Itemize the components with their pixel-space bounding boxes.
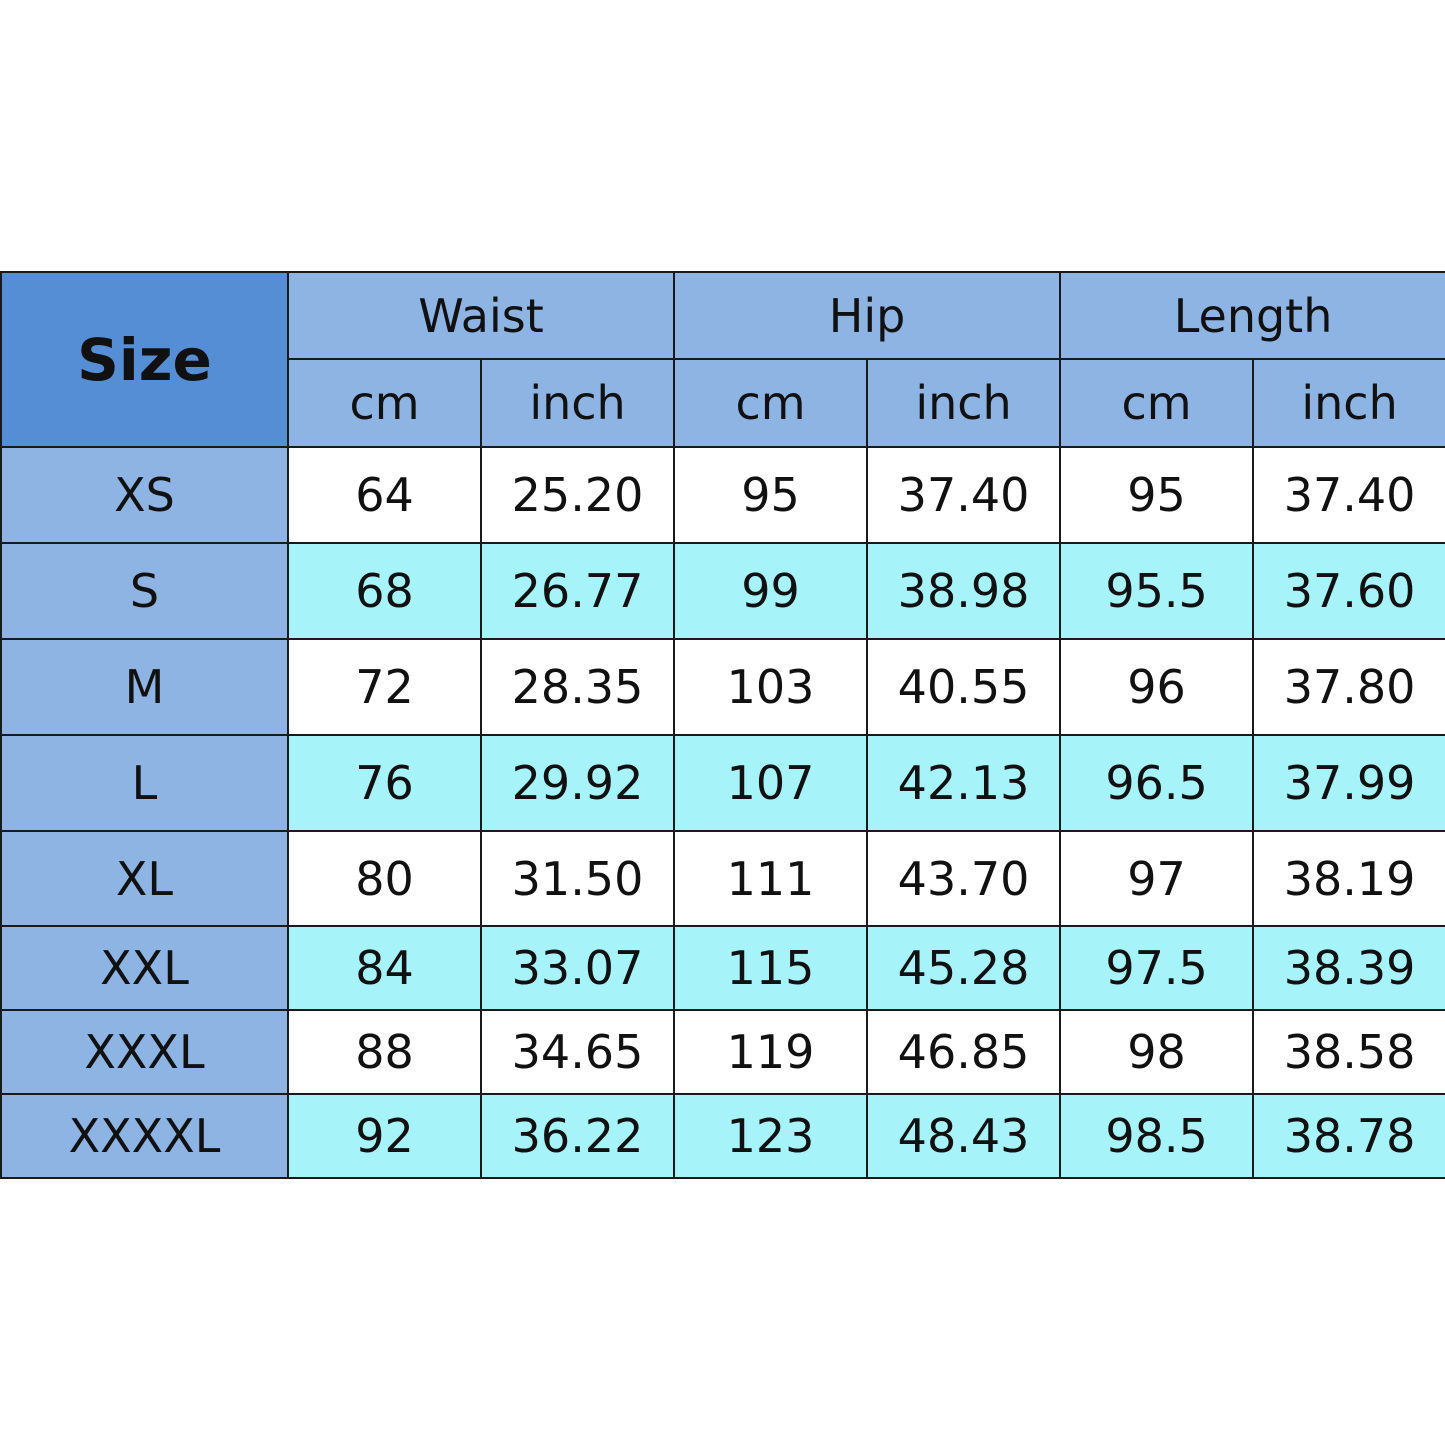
value-cell: 34.65: [479, 1009, 676, 1095]
size-cell: XS: [0, 446, 289, 544]
value-cell: 115: [673, 925, 869, 1011]
size-cell: XL: [0, 830, 289, 927]
value-cell: 95.5: [1059, 542, 1255, 640]
value-cell: 46.85: [866, 1009, 1062, 1095]
value-cell: 38.19: [1252, 830, 1445, 927]
size-cell: XXXXL: [0, 1093, 289, 1179]
value-cell: 33.07: [479, 925, 676, 1011]
value-cell: 31.50: [479, 830, 676, 927]
value-cell: 38.78: [1252, 1093, 1445, 1179]
value-cell: 88: [287, 1009, 482, 1095]
unit-header: cm: [287, 358, 482, 448]
table-row: XS 64 25.20 95 37.40 95 37.40: [0, 446, 1445, 544]
size-cell: XXXL: [0, 1009, 289, 1095]
header-row-units: cm inch cm inch cm inch: [1, 358, 1445, 448]
value-cell: 98.5: [1059, 1093, 1255, 1179]
value-cell: 37.80: [1252, 638, 1445, 736]
table-row: L 76 29.92 107 42.13 96.5 37.99: [0, 734, 1445, 832]
value-cell: 42.13: [866, 734, 1062, 832]
value-cell: 92: [287, 1093, 482, 1179]
value-cell: 97.5: [1059, 925, 1255, 1011]
value-cell: 28.35: [479, 638, 676, 736]
group-header-length: Length: [1059, 271, 1445, 360]
value-cell: 84: [287, 925, 482, 1011]
value-cell: 37.40: [1252, 446, 1445, 544]
table-row: XL 80 31.50 111 43.70 97 38.19: [0, 830, 1445, 927]
unit-header: inch: [1252, 358, 1445, 448]
value-cell: 64: [287, 446, 482, 544]
value-cell: 40.55: [866, 638, 1062, 736]
size-cell: M: [0, 638, 289, 736]
header-row-groups: Size Waist Hip Length: [0, 271, 1445, 448]
value-cell: 119: [673, 1009, 869, 1095]
table-row: XXXXL 92 36.22 123 48.43 98.5 38.78: [0, 1093, 1445, 1179]
size-cell: XXL: [0, 925, 289, 1011]
value-cell: 38.98: [866, 542, 1062, 640]
value-cell: 37.60: [1252, 542, 1445, 640]
value-cell: 80: [287, 830, 482, 927]
value-cell: 37.99: [1252, 734, 1445, 832]
size-cell: S: [0, 542, 289, 640]
value-cell: 38.58: [1252, 1009, 1445, 1095]
value-cell: 95: [1059, 446, 1255, 544]
value-cell: 97: [1059, 830, 1255, 927]
unit-header: cm: [1059, 358, 1255, 448]
value-cell: 111: [673, 830, 869, 927]
group-header-hip: Hip: [673, 271, 1062, 360]
value-cell: 72: [287, 638, 482, 736]
unit-header: inch: [866, 358, 1062, 448]
value-cell: 123: [673, 1093, 869, 1179]
value-cell: 36.22: [479, 1093, 676, 1179]
value-cell: 37.40: [866, 446, 1062, 544]
value-cell: 107: [673, 734, 869, 832]
size-cell: L: [0, 734, 289, 832]
value-cell: 76: [287, 734, 482, 832]
value-cell: 48.43: [866, 1093, 1062, 1179]
value-cell: 95: [673, 446, 869, 544]
value-cell: 45.28: [866, 925, 1062, 1011]
value-cell: 38.39: [1252, 925, 1445, 1011]
value-cell: 96: [1059, 638, 1255, 736]
value-cell: 96.5: [1059, 734, 1255, 832]
table-row: M 72 28.35 103 40.55 96 37.80: [0, 638, 1445, 736]
size-chart-table: Size Waist Hip Length cm inch cm inch cm…: [0, 271, 1445, 1179]
value-cell: 26.77: [479, 542, 676, 640]
unit-header: cm: [673, 358, 869, 448]
group-header-waist: Waist: [286, 271, 676, 360]
value-cell: 98: [1059, 1009, 1255, 1095]
value-cell: 29.92: [479, 734, 676, 832]
value-cell: 68: [287, 542, 482, 640]
value-cell: 99: [673, 542, 869, 640]
table-row: XXL 84 33.07 115 45.28 97.5 38.39: [0, 925, 1445, 1011]
table-row: S 68 26.77 99 38.98 95.5 37.60: [0, 542, 1445, 640]
size-header: Size: [0, 271, 289, 448]
value-cell: 103: [673, 638, 869, 736]
value-cell: 43.70: [866, 830, 1062, 927]
unit-header: inch: [479, 358, 676, 448]
value-cell: 25.20: [479, 446, 676, 544]
table-row: XXXL 88 34.65 119 46.85 98 38.58: [0, 1009, 1445, 1095]
